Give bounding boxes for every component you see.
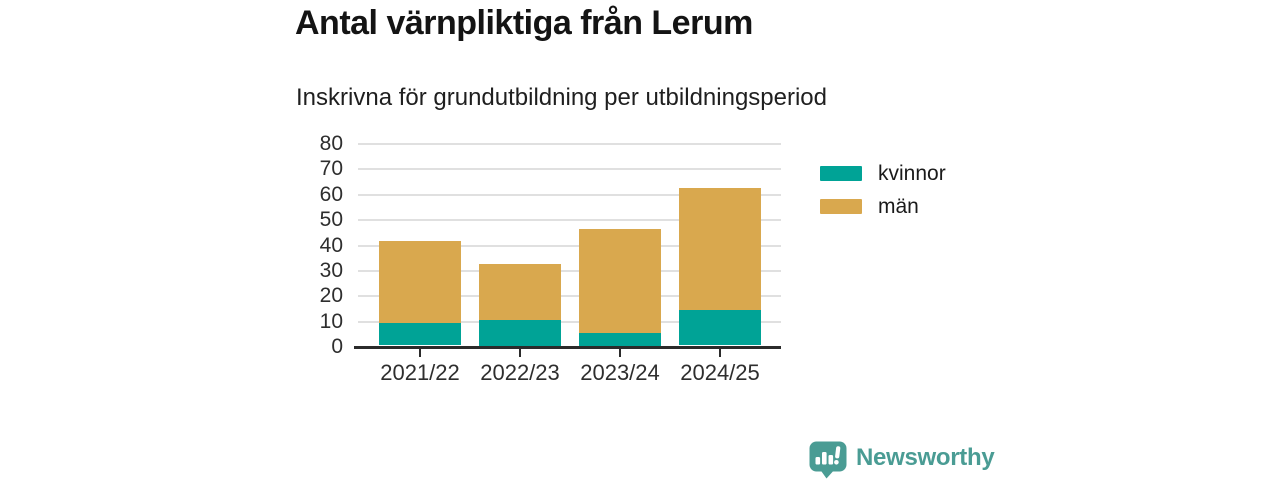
- legend-label-man: män: [878, 195, 919, 218]
- chart-subtitle: Inskrivna för grundutbildning per utbild…: [296, 84, 827, 111]
- bar-segment-män-2023/24: [579, 228, 661, 333]
- y-tick-label-60: 60: [319, 182, 343, 206]
- legend-item-man: män: [820, 196, 946, 217]
- gridline-y-80: [358, 143, 781, 145]
- y-tick-label-50: 50: [319, 208, 343, 232]
- y-tick-label-40: 40: [319, 233, 343, 257]
- bar-segment-män-2024/25: [679, 188, 761, 310]
- y-tick-label-30: 30: [319, 258, 343, 282]
- legend-item-kvinnor: kvinnor: [820, 163, 946, 184]
- legend-label-kvinnor: kvinnor: [878, 162, 946, 185]
- x-tick-2022/23: [519, 348, 521, 357]
- y-tick-label-20: 20: [319, 284, 343, 308]
- gridline-y-70: [358, 168, 781, 171]
- gridline-y-30: [358, 269, 781, 272]
- gridline-y-60: [358, 193, 781, 196]
- bar-segment-män-2021/22: [379, 241, 461, 323]
- bar-segment-män-2022/23: [479, 264, 561, 321]
- legend-swatch-kvinnor: [820, 166, 862, 181]
- chart-title: Antal värnpliktiga från Lerum: [295, 4, 753, 42]
- x-tick-2024/25: [719, 348, 721, 357]
- bar-segment-kvinnor-2024/25: [679, 309, 761, 346]
- gridline-y-50: [358, 219, 781, 222]
- x-tick-2023/24: [619, 348, 621, 357]
- stacked-bar-chart-plot: 0 10 20 30 40 50 60 70 80 2021/22 2022/23 2023/24 20…: [320, 133, 781, 385]
- newsworthy-logo-text: Newsworthy: [856, 444, 995, 471]
- x-axis-line: [354, 345, 781, 349]
- y-tick-label-70: 70: [319, 157, 343, 181]
- gridline-y-20: [358, 295, 781, 298]
- x-tick-label-2021/22: 2021/22: [380, 360, 460, 385]
- legend-swatch-man: [820, 199, 862, 214]
- y-tick-label-80: 80: [319, 132, 343, 155]
- bar-segment-kvinnor-2022/23: [479, 320, 561, 346]
- x-tick-2021/22: [419, 348, 421, 357]
- x-tick-label-2023/24: 2023/24: [580, 360, 660, 385]
- x-tick-label-2022/23: 2022/23: [480, 360, 560, 385]
- newsworthy-logo-icon: [809, 441, 847, 480]
- newsworthy-branding: Newsworthy: [809, 441, 995, 480]
- y-tick-label-0: 0: [331, 335, 343, 358]
- gridline-y-10: [358, 320, 781, 323]
- x-tick-label-2024/25: 2024/25: [680, 360, 760, 385]
- bar-segment-kvinnor-2023/24: [579, 332, 661, 346]
- gridline-y-40: [358, 244, 781, 247]
- chart-legend: kvinnor män: [820, 163, 946, 229]
- y-tick-label-10: 10: [319, 309, 343, 333]
- bar-segment-kvinnor-2021/22: [379, 322, 461, 346]
